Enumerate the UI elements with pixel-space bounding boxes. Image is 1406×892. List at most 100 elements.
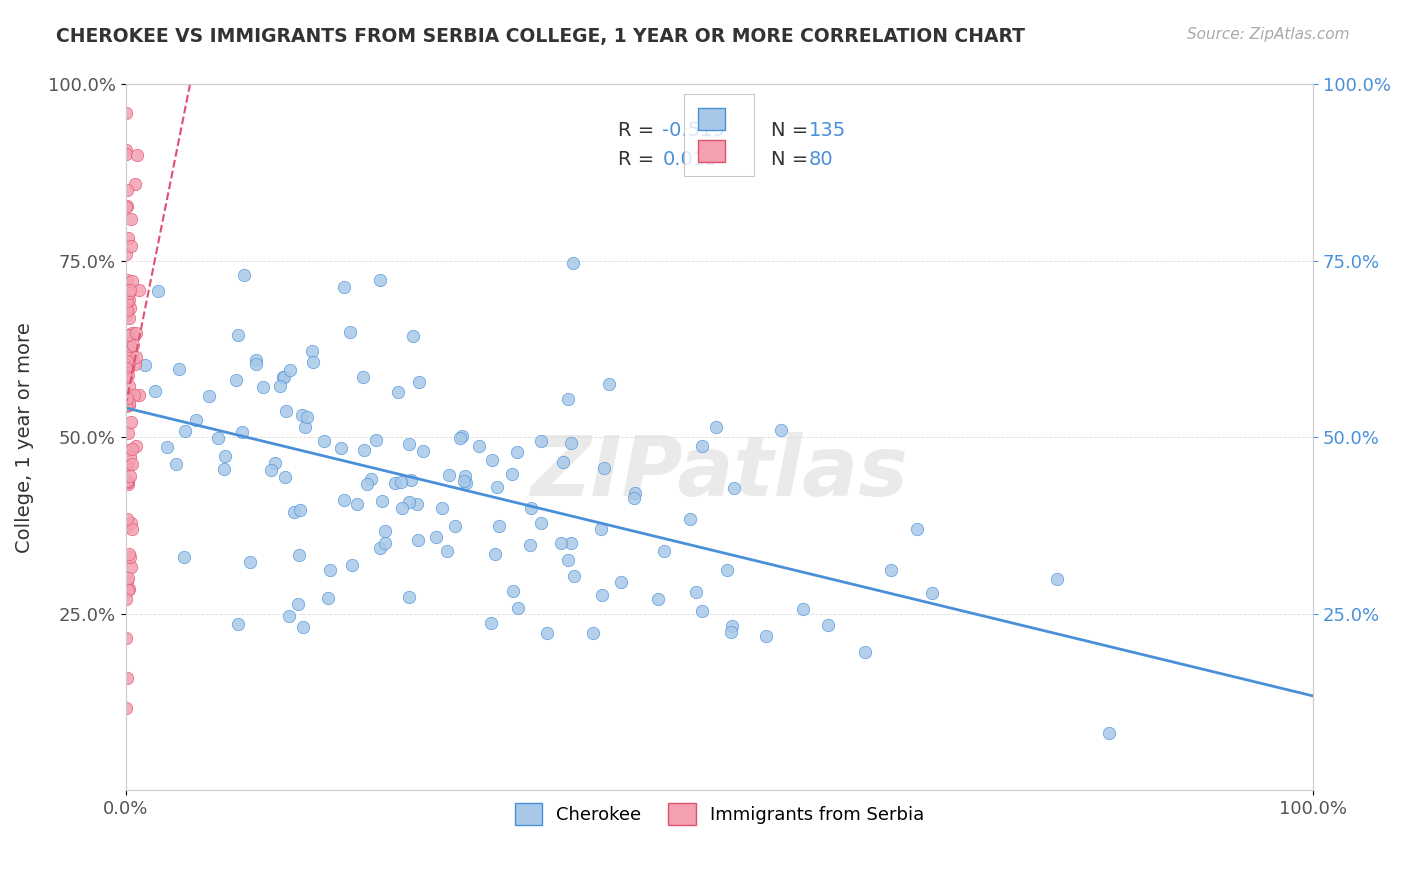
Point: [120, 550, 142, 565]
Point: [114, 302, 136, 317]
Point: [117, 475, 139, 490]
Point: [207, 431, 229, 445]
Point: [520, 501, 543, 516]
Text: R =: R =: [619, 151, 655, 169]
Point: [118, 286, 141, 301]
Point: [562, 256, 585, 270]
Point: [519, 538, 541, 552]
Point: [252, 380, 274, 394]
Point: [239, 555, 262, 569]
Point: [118, 311, 141, 326]
Point: [374, 524, 396, 538]
Text: N =: N =: [770, 151, 808, 169]
Point: [921, 586, 943, 600]
Point: [721, 618, 744, 632]
Point: [368, 273, 391, 287]
Point: [117, 230, 139, 244]
Point: [115, 475, 138, 489]
Point: [118, 442, 141, 457]
Point: [165, 457, 187, 471]
Point: [117, 199, 139, 213]
Point: [333, 493, 356, 508]
Point: [121, 347, 143, 361]
Point: [121, 326, 143, 341]
Point: [225, 373, 247, 387]
Point: [678, 511, 700, 525]
Point: [398, 437, 420, 451]
Point: [115, 247, 138, 261]
Point: [118, 450, 141, 464]
Point: [391, 500, 413, 515]
Text: CHEROKEE VS IMMIGRANTS FROM SERBIA COLLEGE, 1 YEAR OR MORE CORRELATION CHART: CHEROKEE VS IMMIGRANTS FROM SERBIA COLLE…: [56, 27, 1025, 45]
Point: [260, 463, 283, 477]
Point: [245, 353, 267, 368]
Point: [557, 392, 579, 406]
Point: [124, 439, 146, 453]
Point: [454, 476, 477, 491]
Point: [124, 357, 146, 371]
Point: [117, 582, 139, 597]
Point: [484, 547, 506, 561]
Point: [598, 376, 620, 391]
Point: [120, 283, 142, 297]
Point: [115, 200, 138, 214]
Point: [115, 458, 138, 473]
Point: [685, 584, 707, 599]
Point: [173, 550, 195, 565]
Point: [278, 362, 301, 376]
Point: [117, 425, 139, 440]
Point: [117, 360, 139, 375]
Point: [115, 308, 138, 322]
Point: [792, 602, 814, 616]
Point: [115, 147, 138, 161]
Point: [402, 328, 425, 343]
Point: [398, 495, 420, 509]
Point: [1098, 726, 1121, 740]
Text: ZIPatlas: ZIPatlas: [530, 432, 908, 513]
Point: [530, 516, 553, 531]
Point: [134, 358, 156, 372]
Point: [550, 536, 572, 550]
Text: N =: N =: [770, 120, 808, 140]
Point: [291, 408, 314, 422]
Point: [120, 239, 142, 253]
Point: [551, 455, 574, 469]
Point: [329, 441, 352, 455]
Point: [468, 439, 491, 453]
Point: [118, 333, 141, 347]
Point: [245, 357, 267, 371]
Point: [506, 445, 529, 459]
Point: [562, 569, 585, 583]
Point: [352, 369, 374, 384]
Point: [121, 442, 143, 457]
Point: [593, 461, 616, 475]
Point: [652, 544, 675, 558]
Point: [117, 548, 139, 562]
Point: [288, 503, 311, 517]
Point: [115, 511, 138, 525]
Point: [488, 518, 510, 533]
Point: [169, 362, 191, 376]
Point: [115, 391, 138, 405]
Text: -0.519: -0.519: [662, 120, 725, 140]
Point: [120, 301, 142, 315]
Point: [115, 399, 138, 413]
Point: [114, 361, 136, 376]
Text: Source: ZipAtlas.com: Source: ZipAtlas.com: [1187, 27, 1350, 42]
Point: [120, 211, 142, 226]
Point: [312, 434, 335, 449]
Point: [479, 615, 502, 630]
Point: [125, 326, 148, 341]
Point: [623, 491, 645, 505]
Point: [716, 563, 738, 577]
Point: [292, 619, 315, 633]
Point: [368, 541, 391, 555]
Point: [370, 494, 392, 508]
Point: [318, 563, 340, 577]
Point: [704, 419, 727, 434]
Point: [364, 434, 387, 448]
Point: [214, 449, 236, 463]
Point: [117, 368, 139, 383]
Point: [287, 548, 309, 562]
Point: [294, 419, 316, 434]
